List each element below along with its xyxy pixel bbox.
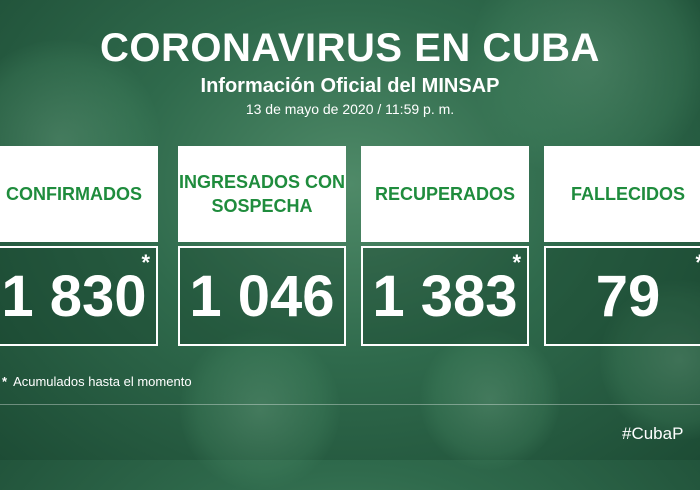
page-subtitle: Información Oficial del MINSAP [200,75,500,97]
footnote: * Acumulados hasta el momento [2,374,192,389]
card-value: 1 046 [178,246,346,346]
card-recuperados: RECUPERADOS 1 383 * [361,146,529,346]
divider [0,404,700,405]
footnote-star: * [2,374,8,389]
report-date: 13 de mayo de 2020 / 11:59 p. m. [245,101,455,117]
card-value: 79 [544,246,700,346]
hashtag: #CubaP [622,424,684,443]
asterisk-mark: * [695,250,700,276]
card-confirmados: CONFIRMADOS 1 830 * [0,146,158,346]
card-value: 1 830 [0,246,158,346]
card-label: RECUPERADOS [361,146,529,242]
card-label: INGRESADOS CON SOSPECHA [178,146,346,242]
card-value: 1 383 [361,246,529,346]
page-title: CORONAVIRUS EN CUBA [100,26,600,70]
card-label: FALLECIDOS [544,146,700,242]
asterisk-mark: * [141,250,150,275]
footnote-text: Acumulados hasta el momento [13,374,192,389]
asterisk-mark: * [512,250,521,275]
card-label: CONFIRMADOS [0,146,158,242]
card-ingresados: INGRESADOS CON SOSPECHA 1 046 [178,146,346,346]
card-fallecidos: FALLECIDOS 79 * [544,146,700,346]
virus-illustration [180,330,340,490]
virus-illustration [420,330,560,470]
